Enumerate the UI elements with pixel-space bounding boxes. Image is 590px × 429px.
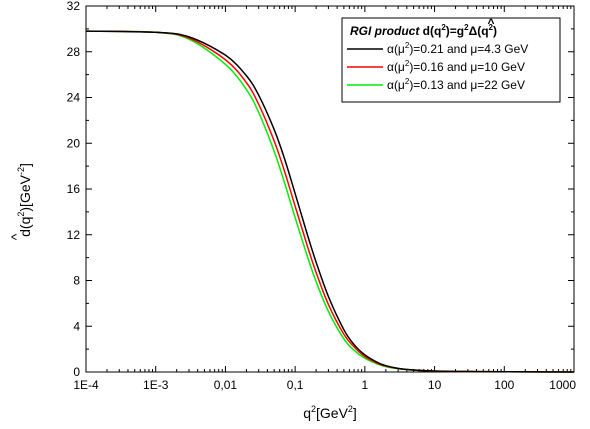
legend-label-sup: 2 [405,77,410,86]
legend-label-1: α(μ2)=0.21 and μ=4.3 GeV [387,41,528,56]
legend-label-post: )=0.16 and μ=10 GeV [409,60,525,74]
legend-title-hat: ^ [487,16,494,30]
legend: RGI product d(q2)=g2Δ(q2) ^ α(μ2)=0.21 a… [341,16,561,103]
legend-title: RGI product d(q2)=g2Δ(q2) [350,23,497,38]
legend-title-sup1: 2 [441,23,446,32]
legend-title-delta: Δ [469,24,478,38]
x-tick-label: 1E-3 [143,378,169,392]
y-axis-title-sup2: -2 [16,167,26,175]
x-tick-label: 10 [428,378,442,392]
x-tick-label: 1 [362,378,369,392]
series-lines [85,30,575,373]
y-tick-label: 0 [73,365,80,379]
y-axis-title: d(q2)[GeV-2] [16,163,33,237]
series-line-1 [85,30,575,373]
y-axis-title-mid: )[GeV [17,174,33,211]
legend-title-rest: d(q [419,24,441,38]
x-tick-labels: 1E-4 1E-3 0,01 0,1 1 10 100 1000 [73,378,576,392]
x-tick-label: 1000 [549,378,576,392]
x-axis-title-end: ] [353,405,357,421]
legend-label-pre: α(μ [387,78,405,92]
legend-title-rest3: (q [477,24,488,38]
y-axis-title-base: d(q [17,217,33,237]
x-axis-title: q2[GeV2] [303,404,357,421]
y-tick-label: 24 [67,91,81,105]
x-tick-label: 100 [494,378,514,392]
y-tick-labels: 0 4 8 12 16 20 24 28 32 [67,0,81,379]
legend-box [341,17,561,103]
y-tick-label: 20 [67,136,81,150]
legend-label-sup: 2 [405,41,410,50]
legend-label-3: α(μ2)=0.13 and μ=22 GeV [387,77,525,92]
x-axis-title-base: q [303,405,311,421]
legend-label-pre: α(μ [387,42,405,56]
y-tick-label: 8 [73,274,80,288]
y-tick-label: 12 [67,228,81,242]
x-tick-label: 1E-4 [73,378,99,392]
legend-title-rest4: ) [493,24,497,38]
legend-label-2: α(μ2)=0.16 and μ=10 GeV [387,59,525,74]
legend-title-sup3: 2 [489,23,494,32]
legend-title-italic: RGI product [350,24,420,38]
legend-label-sup: 2 [405,59,410,68]
x-tick-label: 0,01 [214,378,238,392]
x-axis-title-sup: 2 [311,404,316,414]
y-axis-title-hat: ^ [8,233,24,240]
y-tick-label: 4 [73,319,80,333]
y-tick-label: 32 [67,0,81,13]
x-tick-label: 0,1 [287,378,304,392]
x-axis-title-mid: [GeV [316,405,349,421]
y-axis-title-end: ] [17,163,33,167]
legend-label-post: )=0.21 and μ=4.3 GeV [409,42,528,56]
legend-label-pre: α(μ [387,60,405,74]
y-axis-title-sup: 2 [16,212,26,217]
x-axis-title-sup2: 2 [348,404,353,414]
legend-title-rest2: )=g [446,24,464,38]
y-tick-label: 28 [67,45,81,59]
legend-label-post: )=0.13 and μ=22 GeV [409,78,525,92]
legend-title-sup2: 2 [464,23,469,32]
y-tick-label: 16 [67,182,81,196]
